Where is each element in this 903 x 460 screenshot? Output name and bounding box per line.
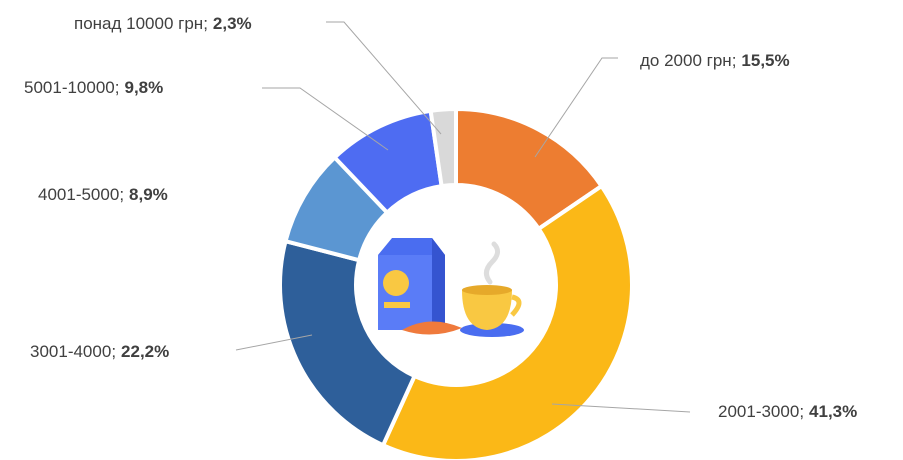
- category-label: 4001-5000: [38, 185, 119, 204]
- value-label: 41,3%: [809, 402, 857, 421]
- leader-line: [534, 57, 618, 158]
- value-label: 9,8%: [125, 78, 164, 97]
- leader-line: [551, 403, 691, 413]
- data-label: 4001-5000; 8,9%: [38, 185, 168, 204]
- data-label: понад 10000 грн; 2,3%: [74, 14, 252, 33]
- data-label: 3001-4000; 22,2%: [30, 342, 169, 361]
- label-separator: ;: [203, 14, 208, 33]
- label-separator: ;: [732, 51, 737, 70]
- donut-segment: [278, 238, 418, 448]
- value-label: 15,5%: [741, 51, 789, 70]
- label-separator: ;: [115, 78, 120, 97]
- label-separator: ;: [111, 342, 116, 361]
- data-label: до 2000 грн; 15,5%: [640, 51, 790, 70]
- data-label: 2001-3000; 41,3%: [718, 402, 857, 421]
- label-separator: ;: [799, 402, 804, 421]
- leader-line: [262, 87, 389, 151]
- category-label: до 2000 грн: [640, 51, 732, 70]
- center-illustration: [378, 238, 524, 337]
- category-label: понад 10000 грн: [74, 14, 203, 33]
- leader-line: [235, 334, 313, 351]
- category-label: 5001-10000: [24, 78, 115, 97]
- value-label: 22,2%: [121, 342, 169, 361]
- donut-segment: [380, 183, 634, 460]
- donut-segment: [428, 106, 458, 189]
- label-separator: ;: [119, 185, 124, 204]
- leader-line: [326, 21, 442, 135]
- category-label: 3001-4000: [30, 342, 111, 361]
- value-label: 2,3%: [213, 14, 252, 33]
- category-label: 2001-3000: [718, 402, 799, 421]
- data-label: 5001-10000; 9,8%: [24, 78, 163, 97]
- value-label: 8,9%: [129, 185, 168, 204]
